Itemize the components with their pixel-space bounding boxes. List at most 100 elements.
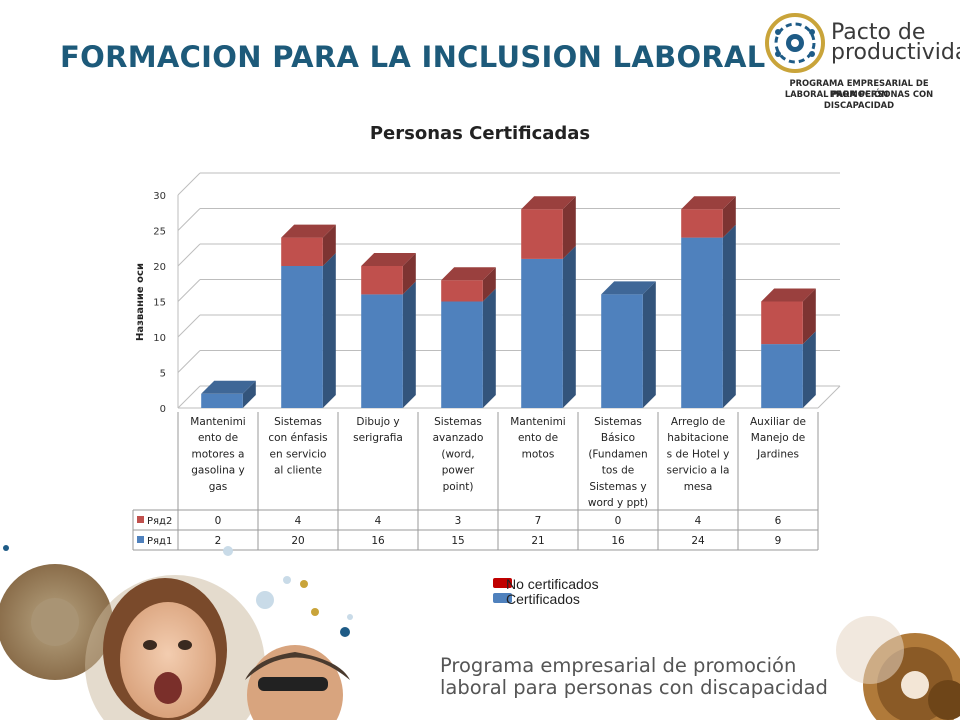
table-value: 24 <box>691 535 705 547</box>
table-value: 4 <box>695 515 702 527</box>
table-series-name: Ряд1 <box>147 536 172 547</box>
bar-side <box>482 267 496 302</box>
legend-swatch-red <box>493 578 512 588</box>
bar-side <box>562 196 576 259</box>
bar-front <box>681 237 723 408</box>
table-legend-key <box>137 536 144 543</box>
bar-side <box>242 380 256 408</box>
bar-top-6 <box>681 196 736 210</box>
people-photo <box>0 545 353 720</box>
bar-side <box>642 281 656 408</box>
table-value: 0 <box>615 515 622 527</box>
grid-line-side <box>177 314 201 338</box>
x-category-label: Mantenimi ento de motos <box>510 416 565 460</box>
bar-top-0 <box>201 380 256 394</box>
bar-Ряд1-3 <box>441 288 496 408</box>
y-tick-label: 10 <box>153 333 166 344</box>
table-value: 9 <box>775 535 782 547</box>
legend-label-no-certificados: No certificados <box>506 576 599 592</box>
grid-line-side <box>177 350 201 373</box>
grid <box>177 172 841 409</box>
gears-graphic <box>836 616 960 720</box>
bar-side <box>802 331 816 408</box>
bar-Ряд2-3 <box>441 267 496 302</box>
bar-front <box>761 344 803 408</box>
bar-side <box>802 288 816 345</box>
page-title: FORMACION PARA LA INCLUSION LABORAL <box>60 40 766 74</box>
y-tick-label: 25 <box>153 227 166 238</box>
grid-line-side <box>177 172 201 196</box>
table-value: 15 <box>451 535 464 547</box>
bar-side <box>402 253 416 295</box>
x-category-label: Arreglo de habitacione s de Hotel y servici… <box>667 416 730 493</box>
bar-Ряд1-1 <box>281 253 336 408</box>
y-tick-label: 15 <box>153 298 166 309</box>
table-value: 0 <box>215 515 222 527</box>
legend-swatch-blue <box>493 593 512 603</box>
data-table: Mantenimi ento de motores a gasolina y gas Si… <box>132 412 819 551</box>
y-tick-label: 0 <box>160 404 166 415</box>
bar-front <box>281 266 323 408</box>
table-value: 2 <box>215 535 222 547</box>
grid-line-side <box>177 279 201 302</box>
legend-label-certificados: Certificados <box>506 591 580 607</box>
y-tick-label: 30 <box>153 191 166 202</box>
bar-side <box>722 196 736 238</box>
x-category-label: Sistemas con énfasis en servicio al cliente <box>268 416 327 477</box>
bar-side <box>402 281 416 408</box>
footer-line-1: Programa empresarial de promoción <box>440 654 797 677</box>
table-value: 16 <box>371 535 385 547</box>
bar-front <box>681 209 723 238</box>
bar-Ряд1-0 <box>201 380 256 408</box>
y-axis-ticks: 0 5 10 15 20 25 30 <box>153 191 166 415</box>
bar-side <box>722 224 736 408</box>
bar-front <box>441 301 483 408</box>
bar-front <box>361 266 403 295</box>
bar-Ряд2-6 <box>681 196 736 238</box>
bar-front <box>521 209 563 259</box>
bar-front <box>361 294 403 408</box>
grid-line-side <box>177 208 201 231</box>
table-value: 4 <box>295 515 302 527</box>
bar-Ряд2-2 <box>361 253 416 295</box>
pacto-logo-icon <box>765 13 825 73</box>
table-value: 16 <box>611 535 625 547</box>
table-legend-key <box>137 516 144 523</box>
bar-Ряд2-7 <box>761 288 816 345</box>
logo-line1: Pacto de <box>831 20 926 45</box>
bar-side <box>482 288 496 408</box>
bar-Ряд1-6 <box>681 224 736 408</box>
bar-front <box>281 237 323 266</box>
table-value: 20 <box>291 535 304 547</box>
bar-top-3 <box>441 267 496 281</box>
bar-side <box>322 253 336 408</box>
y-tick-label: 5 <box>160 369 166 380</box>
bar-front <box>201 393 243 408</box>
bar-top-4 <box>521 196 576 210</box>
logo-line2: productividad <box>831 40 960 65</box>
bar-front <box>761 301 803 345</box>
grid-line-side <box>177 385 201 409</box>
bar-side <box>562 245 576 408</box>
bar-front <box>441 280 483 302</box>
bar-top-7 <box>761 288 816 302</box>
bar-Ряд1-4 <box>521 245 576 408</box>
bar-Ряд1-2 <box>361 281 416 408</box>
chart-title: Personas Certificadas <box>370 123 590 144</box>
table-value: 21 <box>531 535 544 547</box>
table-value: 4 <box>375 515 382 527</box>
bar-Ряд2-1 <box>281 224 336 266</box>
bars <box>201 196 816 408</box>
table-value: 7 <box>535 515 542 527</box>
bar-front <box>521 258 563 408</box>
bar-top-5 <box>601 281 656 295</box>
bar-side <box>322 224 336 266</box>
bar-top-2 <box>361 253 416 266</box>
table-value: 6 <box>775 515 782 527</box>
bar-top-1 <box>281 224 336 238</box>
footer-program-text: Programa empresarial de promoción labora… <box>440 655 828 699</box>
y-axis-label: Название оси <box>135 263 146 341</box>
grid-line-side <box>177 243 201 267</box>
bar-front <box>601 294 643 408</box>
